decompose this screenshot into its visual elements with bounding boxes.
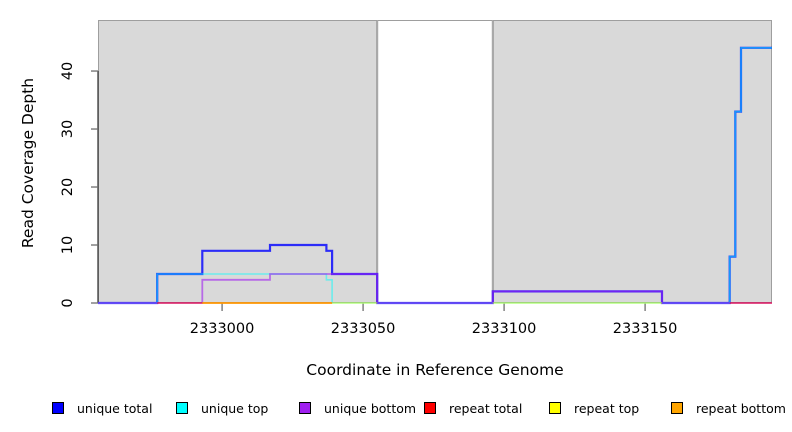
legend-item-unique-total: unique total <box>52 396 152 420</box>
legend-swatch-unique-top <box>176 402 188 414</box>
x-tick-label: 2333100 <box>472 321 537 337</box>
legend-swatch-unique-total <box>52 402 64 414</box>
legend-item-repeat-top: repeat top <box>549 396 639 420</box>
plot-canvas: 0 10 20 30 40 2333000 2333050 2333100 2333150 <box>60 20 772 337</box>
legend-label-unique-bottom: unique bottom <box>324 400 417 416</box>
legend: unique total unique top unique bottom repea… <box>0 396 792 422</box>
covered-region-right <box>492 20 772 303</box>
legend-swatch-unique-bottom <box>299 402 311 414</box>
legend-swatch-repeat-bottom <box>671 402 683 414</box>
x-tick-label: 2333150 <box>613 321 678 337</box>
x-axis-title: Coordinate in Reference Genome <box>306 361 564 379</box>
x-tick-label: 2333000 <box>190 321 255 337</box>
legend-label-repeat-bottom: repeat bottom <box>696 400 786 416</box>
legend-label-repeat-total: repeat total <box>449 400 523 416</box>
y-tick-label: 40 <box>60 62 76 80</box>
y-tick-label: 30 <box>60 120 76 138</box>
legend-label-unique-top: unique top <box>201 400 269 416</box>
legend-item-repeat-bottom: repeat bottom <box>671 396 786 420</box>
legend-item-unique-top: unique top <box>176 396 268 420</box>
y-axis-title: Read Coverage Depth <box>19 77 37 249</box>
series-line-unique-bottom <box>98 273 772 304</box>
legend-label-repeat-top: repeat top <box>574 400 640 416</box>
legend-item-repeat-total: repeat total <box>424 396 522 420</box>
y-tick-label: 0 <box>60 298 76 307</box>
legend-label-unique-total: unique total <box>77 400 153 416</box>
legend-swatch-repeat-total <box>424 402 436 414</box>
legend-swatch-repeat-top <box>549 402 561 414</box>
x-tick-label: 2333050 <box>331 321 396 337</box>
covered-region-left <box>98 20 378 303</box>
uncovered-gap <box>377 20 493 303</box>
legend-item-unique-bottom: unique bottom <box>299 396 416 420</box>
y-tick-label: 10 <box>60 236 76 254</box>
y-tick-label: 20 <box>60 178 76 196</box>
